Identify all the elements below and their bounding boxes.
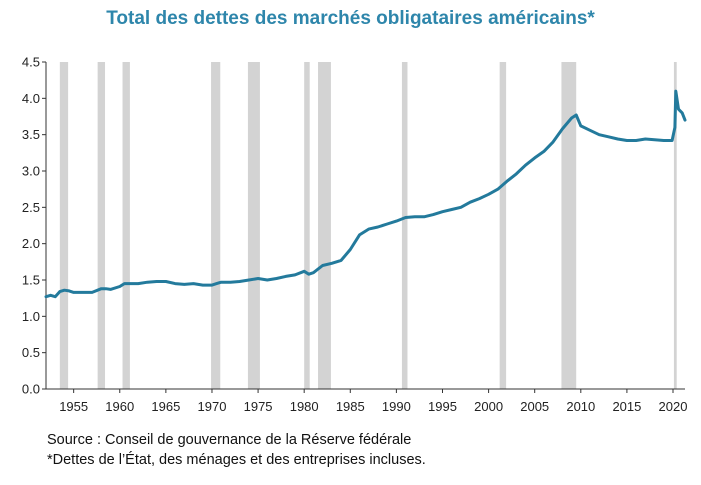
y-tick-label: 1.0 xyxy=(22,309,40,324)
y-tick-label: 3.5 xyxy=(22,127,40,142)
y-tick-label: 2.0 xyxy=(22,236,40,251)
x-tick-label: 1975 xyxy=(244,399,273,414)
source-note: Source : Conseil de gouvernance de la Ré… xyxy=(47,432,412,448)
x-tick-label: 1960 xyxy=(105,399,134,414)
x-tick-label: 1970 xyxy=(198,399,227,414)
x-tick-label: 1980 xyxy=(290,399,319,414)
recession-band xyxy=(247,62,260,389)
x-tick-label: 2015 xyxy=(612,399,641,414)
y-tick-label: 4.5 xyxy=(22,55,40,70)
recession-band xyxy=(318,62,331,389)
chart-title: Total des dettes des marchés obligataire… xyxy=(106,8,595,29)
recession-band xyxy=(59,62,69,389)
y-tick-label: 1.5 xyxy=(22,273,40,288)
recession-band xyxy=(499,62,507,389)
footnote: *Dettes de l’État, des ménages et des en… xyxy=(47,452,426,468)
x-tick-label: 2020 xyxy=(659,399,688,414)
recession-band xyxy=(561,62,577,389)
x-tick-label: 1995 xyxy=(428,399,457,414)
y-tick-label: 0.5 xyxy=(22,345,40,360)
y-tick-label: 2.5 xyxy=(22,200,40,215)
recession-band xyxy=(122,62,130,389)
recession-band xyxy=(211,62,221,389)
recession-band xyxy=(673,62,677,389)
recession-band xyxy=(97,62,106,389)
series-line xyxy=(44,89,687,299)
x-tick-label: 1965 xyxy=(151,399,180,414)
y-tick-label: 0.0 xyxy=(22,382,40,397)
x-tick-label: 1955 xyxy=(59,399,88,414)
x-tick-label: 2005 xyxy=(520,399,549,414)
x-tick-label: 2010 xyxy=(566,399,595,414)
x-tick-label: 2000 xyxy=(474,399,503,414)
recession-band xyxy=(304,62,310,389)
y-tick-label: 3.0 xyxy=(22,164,40,179)
chart-svg: 0.0 0.5 1.0 1.5 2.0 2.5 3.0 3.5 4.0 4.5 1955 1960 19… xyxy=(22,55,688,415)
recession-band xyxy=(401,62,408,389)
x-tick-label: 1990 xyxy=(382,399,411,414)
chart-notes: Source : Conseil de gouvernance de la Ré… xyxy=(47,430,426,470)
y-tick-label: 4.0 xyxy=(22,91,40,106)
x-tick-label: 1985 xyxy=(336,399,365,414)
